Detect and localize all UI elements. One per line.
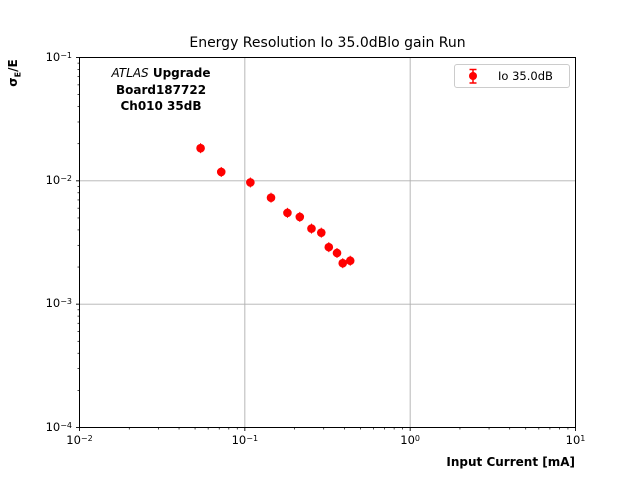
data-point	[246, 178, 255, 187]
chart-title: Energy Resolution Io 35.0dBlo gain Run	[189, 35, 466, 51]
data-point	[307, 224, 316, 233]
data-point	[283, 208, 292, 218]
annotation-line-3: Ch010 35dB	[120, 99, 202, 113]
x-tick-label: 10−2	[66, 433, 93, 447]
y-axis-label: σE/E	[6, 53, 22, 93]
y-tick-label: 10−3	[45, 296, 72, 311]
ylabel-rest: /E	[6, 59, 20, 72]
atlas-label: ATLAS	[111, 66, 149, 80]
ylabel-subscript: E	[13, 71, 23, 78]
plot-border	[79, 57, 576, 428]
y-tick-label: 10−1	[45, 49, 72, 64]
data-point	[196, 143, 205, 153]
x-tick-label: 100	[400, 433, 421, 447]
data-point	[295, 212, 305, 222]
annotation-block: ATLAS Upgrade Board187722 Ch010 35dB	[104, 65, 218, 115]
y-tick-label: 10−4	[45, 419, 72, 434]
data-point	[316, 228, 326, 237]
legend-errorbar-marker-icon	[469, 68, 477, 84]
x-tick-label: 101	[565, 433, 586, 447]
upgrade-label: Upgrade	[148, 66, 211, 80]
data-point	[324, 242, 334, 252]
data-point	[266, 193, 276, 202]
ylabel-sigma: σ	[6, 77, 20, 87]
annotation-line-2: Board187722	[115, 82, 207, 97]
legend-box: Io 35.0dB	[454, 64, 570, 88]
data-point	[216, 167, 226, 177]
annotation-line-1: ATLAS Upgrade	[104, 65, 218, 82]
x-axis-label: Input Current [mA]	[446, 455, 575, 469]
data-point	[332, 248, 342, 258]
legend-label: Io 35.0dB	[498, 69, 553, 83]
y-tick-label: 10−2	[45, 172, 72, 187]
data-point	[345, 256, 355, 266]
data-point	[338, 258, 348, 268]
x-tick-label: 10−1	[231, 433, 259, 447]
